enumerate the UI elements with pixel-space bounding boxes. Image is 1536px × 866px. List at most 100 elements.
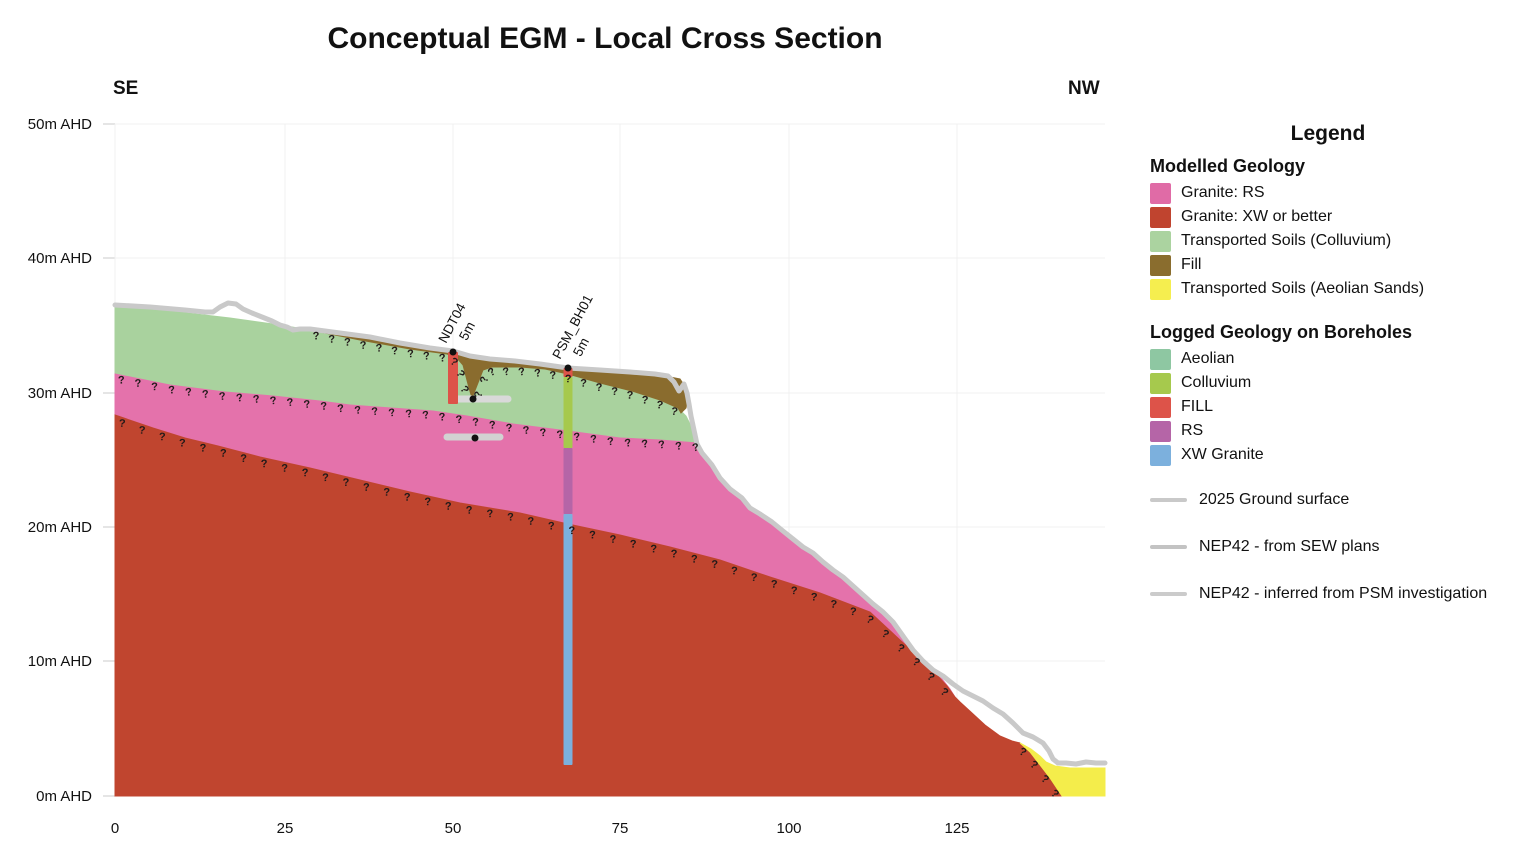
query-mark: ?	[641, 394, 649, 406]
query-mark: ?	[445, 501, 453, 513]
legend-items-logged: Aeolian Colluvium FILL RS XW Granite	[1150, 348, 1536, 466]
legend-item-label: Granite: XW or better	[1181, 208, 1333, 225]
query-mark: ?	[505, 422, 513, 435]
y-axis-label: 40m AHD	[28, 250, 92, 267]
query-mark: ?	[711, 559, 718, 571]
query-mark: ?	[750, 572, 758, 584]
query-mark: ?	[478, 375, 491, 383]
query-mark: ?	[790, 585, 798, 597]
query-mark: ?	[623, 437, 632, 450]
query-mark: ?	[407, 348, 415, 361]
legend-item-label: FILL	[1181, 398, 1214, 415]
query-mark: ?	[731, 565, 739, 577]
query-mark: ?	[371, 405, 380, 418]
marker-dot	[471, 434, 479, 442]
query-mark: ?	[864, 613, 876, 627]
legend-line-items: 2025 Ground surface NEP42 - from SEW plan…	[1150, 491, 1536, 602]
legend-swatch	[1150, 278, 1171, 300]
legend-item-label: Fill	[1181, 256, 1202, 273]
chart-title: Conceptual EGM - Local Cross Section	[327, 22, 883, 55]
legend-line-item: 2025 Ground surface	[1150, 491, 1536, 508]
query-mark: ?	[391, 345, 399, 358]
query-mark: ?	[404, 408, 413, 421]
query-mark: ?	[691, 441, 700, 454]
query-mark: ?	[522, 424, 531, 437]
query-mark: ?	[590, 433, 598, 446]
query-mark: ?	[375, 342, 383, 355]
query-mark: ?	[354, 404, 363, 417]
query-mark: ?	[473, 390, 486, 398]
ground-surface-line	[112, 300, 1108, 767]
query-mark: ?	[281, 463, 289, 475]
borehole-label: PSM_BH015m	[549, 292, 610, 369]
query-mark: ?	[472, 416, 480, 429]
query-mark: ?	[655, 399, 664, 412]
query-mark: ?	[810, 591, 818, 603]
borehole-segment	[448, 352, 458, 404]
legend-item-label: XW Granite	[1181, 446, 1264, 463]
legend-heading-logged: Logged Geology on Boreholes	[1150, 322, 1413, 342]
query-mark: ?	[670, 405, 679, 418]
query-mark: ?	[489, 419, 497, 432]
query-mark: ?	[252, 393, 261, 406]
legend-line-item: NEP42 - from SEW plans	[1150, 538, 1536, 555]
query-mark: ?	[879, 628, 891, 642]
query-mark: ?	[650, 543, 657, 555]
legend-item: Fill	[1150, 254, 1536, 276]
legend-section-logged: Logged Geology on Boreholes Aeolian Collu…	[1150, 322, 1536, 466]
x-axis-label: 0	[111, 820, 119, 837]
legend-item-label: Colluvium	[1181, 374, 1252, 391]
query-mark: ?	[118, 418, 126, 430]
query-mark: ?	[159, 431, 166, 443]
query-mark: ?	[573, 431, 581, 444]
query-mark: ?	[527, 516, 534, 528]
legend-items-modelled: Granite: RS Granite: XW or better Transpor…	[1150, 182, 1536, 300]
query-mark: ?	[322, 472, 329, 484]
borehole-segment	[563, 377, 573, 448]
legend-swatch	[1150, 348, 1171, 370]
query-mark: ?	[501, 365, 511, 378]
query-mark: ?	[359, 340, 367, 353]
direction-label-nw: NW	[1068, 78, 1100, 99]
query-mark: ?	[421, 409, 430, 422]
borehole-segment	[563, 514, 573, 765]
legend-heading-modelled: Modelled Geology	[1150, 156, 1306, 176]
query-mark: ?	[691, 554, 698, 566]
legend-swatch	[1150, 420, 1171, 442]
legend-item: XW Granite	[1150, 444, 1536, 466]
query-mark: ?	[201, 388, 210, 401]
query-mark: ?	[363, 482, 370, 494]
legend-swatch	[1150, 206, 1171, 228]
y-axis-label: 30m AHD	[28, 385, 92, 402]
legend-item: Transported Soils (Aeolian Sands)	[1150, 278, 1536, 300]
axis-labels: 50m AHD 40m AHD 30m AHD 20m AHD 10m AHD 0m AH…	[28, 116, 970, 837]
legend-panel: Legend Modelled Geology Granite: RS Grani…	[1150, 122, 1536, 633]
query-mark: ?	[235, 392, 244, 405]
query-mark: ?	[438, 352, 446, 365]
x-axis-label: 125	[944, 820, 969, 837]
legend-swatch	[1150, 254, 1171, 276]
query-mark: ?	[387, 407, 396, 420]
query-mark: ?	[312, 330, 320, 342]
query-mark: ?	[1017, 745, 1029, 759]
query-mark: ?	[134, 378, 142, 390]
region-aeolian-sands	[1019, 742, 1106, 797]
legend-line-swatch	[1150, 545, 1187, 549]
x-axis-label: 75	[612, 820, 629, 837]
legend-line-swatch	[1150, 592, 1187, 596]
legend-swatch	[1150, 230, 1171, 252]
y-axis-label: 10m AHD	[28, 653, 92, 670]
query-mark: ?	[269, 395, 278, 408]
marker-dot	[469, 395, 477, 403]
x-axis-label: 50	[445, 820, 462, 837]
x-axis-label: 25	[277, 820, 294, 837]
query-mark: ?	[465, 504, 473, 517]
borehole-ndt04: NDT045m	[435, 300, 478, 404]
query-mark: ?	[580, 378, 587, 390]
query-mark: ?	[556, 429, 565, 442]
legend-item: RS	[1150, 420, 1536, 442]
query-mark: ?	[179, 437, 186, 449]
legend-line-item: NEP42 - inferred from PSM investigation	[1150, 585, 1536, 602]
